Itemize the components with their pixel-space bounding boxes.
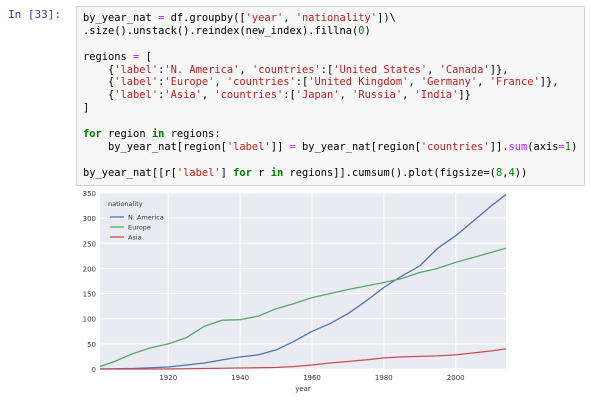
- x-tick-label: 2000: [447, 374, 465, 382]
- code-line: {'label':'N. America', 'countries':['Uni…: [83, 63, 509, 76]
- x-tick-label: 1940: [231, 374, 249, 382]
- code-line: ]: [83, 102, 90, 115]
- code-cell[interactable]: by_year_nat = df.groupby(['year', 'natio…: [76, 6, 585, 186]
- series-line-europe: [99, 247, 507, 368]
- code-line: by_year_nat = df.groupby(['year', 'natio…: [83, 12, 396, 24]
- y-tick-label: 200: [83, 265, 96, 273]
- x-tick-label: 1960: [303, 374, 321, 382]
- plot-area: [100, 193, 506, 369]
- code-line: {'label':'Europe', 'countries':['United …: [83, 76, 559, 89]
- series-line-asia: [100, 348, 507, 370]
- y-tick-label: 350: [83, 190, 96, 198]
- code-line: .size().unstack().reindex(new_index).fil…: [83, 24, 371, 37]
- x-tick-label: 1920: [159, 374, 177, 382]
- y-tick-label: 300: [83, 215, 96, 223]
- y-tick-label: 0: [92, 366, 96, 374]
- x-tick-label: 1980: [375, 374, 393, 382]
- legend-entry: Europe: [128, 224, 151, 232]
- code-line: for region in regions:: [83, 128, 221, 141]
- line-chart: 0 50 100 150 200 250 300 350 1920 1940 1960 1980 200…: [83, 190, 507, 393]
- legend: nationality N. America Europe Asia: [108, 200, 164, 242]
- code-line: {'label':'Asia', 'countries':['Japan', '…: [83, 89, 471, 102]
- code-line: by_year_nat[[r['label'] for r in regions…: [83, 166, 528, 179]
- output-area: 0 50 100 150 200 250 300 350 1920 1940 1960 1980 200…: [76, 189, 585, 397]
- legend-title: nationality: [108, 200, 143, 208]
- code-line: [83, 115, 578, 128]
- code-line: [83, 154, 578, 167]
- y-tick-label: 100: [83, 316, 96, 324]
- code-line: regions = [: [83, 50, 152, 63]
- legend-entry: Asia: [128, 234, 142, 242]
- y-tick-label: 250: [83, 240, 96, 248]
- code-line: [83, 38, 578, 51]
- cell-prompt: In [33]:: [8, 8, 61, 21]
- y-tick-label: 150: [83, 291, 96, 299]
- series-line-n-america: [99, 193, 507, 370]
- legend-entry: N. America: [128, 214, 164, 222]
- x-axis-label: year: [295, 385, 311, 393]
- code-line: by_year_nat[region['label']] = by_year_n…: [83, 140, 578, 153]
- y-tick-label: 50: [87, 341, 96, 349]
